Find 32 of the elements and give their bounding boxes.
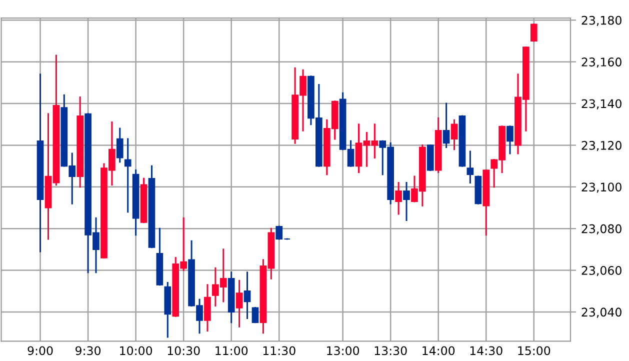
x-tick-label: 9:00 [28, 346, 53, 356]
x-tick-label: 9:30 [76, 346, 101, 356]
y-tick-label: 23,040 [582, 308, 622, 318]
candlestick [116, 128, 124, 163]
candlestick [236, 280, 243, 328]
candlestick [450, 119, 458, 150]
candlestick [252, 307, 259, 324]
y-tick-label: 23,180 [582, 16, 622, 26]
x-tick-label: 11:30 [263, 346, 296, 356]
x-tick-label: 10:00 [120, 346, 152, 356]
candlestick [530, 24, 538, 42]
candlestick [244, 272, 251, 319]
x-tick-label: 15:00 [518, 346, 550, 356]
x-tick-label: 10:30 [168, 346, 200, 356]
x-tick-label: 13:00 [327, 346, 360, 356]
candlestick [204, 284, 211, 332]
candlestick [124, 138, 132, 213]
x-tick-label: 14:30 [470, 346, 502, 356]
candlestick [403, 182, 410, 222]
candlestick [442, 102, 450, 148]
candlestick [506, 126, 514, 154]
y-tick-label: 23,080 [582, 224, 622, 234]
y-tick-label: 23,140 [582, 99, 622, 110]
y-tick-label: 23,120 [582, 140, 622, 152]
y-tick-label: 23,160 [582, 58, 622, 68]
y-tick-label: 23,060 [582, 266, 622, 276]
x-tick-label: 11:00 [216, 346, 248, 356]
x-tick-label: 14:00 [422, 346, 455, 356]
candlestick [395, 182, 402, 215]
x-tick-label: 13:30 [374, 346, 407, 356]
y-tick-label: 23,100 [582, 182, 622, 193]
candlestick [466, 150, 474, 184]
